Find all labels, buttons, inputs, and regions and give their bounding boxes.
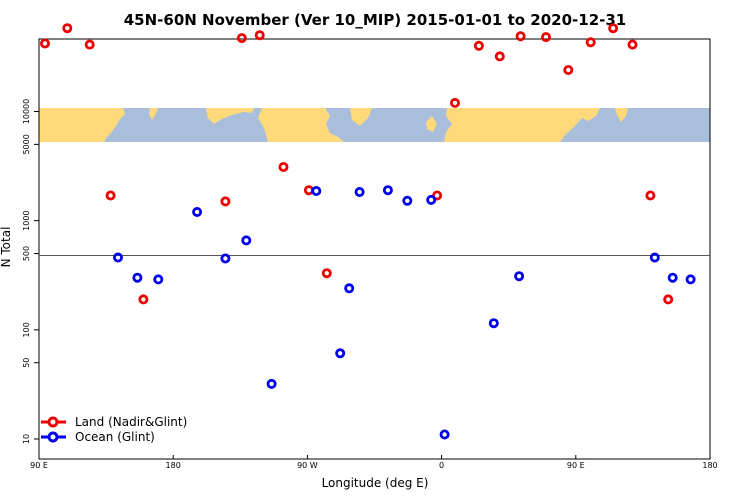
land-data-point	[663, 294, 674, 305]
land-data-point	[645, 190, 656, 201]
map-land-kamchatka	[149, 108, 158, 120]
legend: Land (Nadir&Glint) Ocean (Glint)	[41, 415, 187, 444]
land-data-point	[105, 190, 116, 201]
map-land-kamchatka-repeat	[615, 108, 628, 122]
series-layer	[40, 23, 696, 440]
x-tick-label: 180	[166, 461, 181, 470]
ocean-data-point	[344, 283, 355, 294]
ocean-data-point	[113, 252, 124, 263]
land-data-point	[40, 38, 51, 49]
ocean-data-point	[439, 429, 450, 440]
y-tick-label: 100	[22, 322, 31, 337]
land-data-point	[627, 39, 638, 50]
map-land-europe-asia	[444, 108, 600, 142]
plot-border	[38, 38, 711, 460]
ocean-data-point	[335, 348, 346, 359]
land-data-point	[494, 51, 505, 62]
map-ocean	[39, 108, 710, 142]
land-data-point	[62, 23, 73, 34]
land-data-point	[608, 23, 619, 34]
legend-ocean-marker	[47, 431, 59, 443]
ocean-data-point	[132, 272, 143, 283]
x-tick-label: 90 E	[567, 461, 585, 470]
y-tick-label: 10	[22, 434, 31, 444]
ocean-data-point	[649, 252, 660, 263]
x-axis-label: Longitude (deg E)	[322, 476, 429, 490]
y-tick-label: 50	[22, 358, 31, 368]
y-tick-label: 1000	[22, 210, 31, 230]
land-data-point	[473, 40, 484, 51]
land-data-point	[220, 196, 231, 207]
chart-title: 45N-60N November (Ver 10_MIP) 2015-01-01…	[124, 11, 626, 29]
map-land-north-america	[258, 108, 344, 142]
ocean-data-point	[402, 195, 413, 206]
legend-ocean-label: Ocean (Glint)	[75, 430, 155, 444]
land-data-point	[254, 30, 265, 41]
legend-land-label: Land (Nadir&Glint)	[75, 415, 187, 429]
ocean-data-point	[266, 378, 277, 389]
y-axis-label: N Total	[0, 227, 13, 268]
ocean-data-point	[488, 318, 499, 329]
ocean-data-point	[685, 274, 696, 285]
land-data-point	[278, 161, 289, 172]
map-land-asia-west	[39, 108, 125, 142]
map-land-labrador	[350, 108, 372, 126]
ocean-data-point	[514, 271, 525, 282]
ocean-data-point	[426, 194, 437, 205]
ocean-data-point	[220, 253, 231, 264]
y-tick-label: 5000	[22, 134, 31, 154]
x-tick-label: 90 E	[30, 461, 48, 470]
plot-frame	[38, 38, 711, 460]
land-data-point	[515, 31, 526, 42]
x-tick-label: 180	[702, 461, 717, 470]
legend-item-land: Land (Nadir&Glint)	[41, 415, 187, 429]
land-data-point	[138, 294, 149, 305]
ocean-data-point	[354, 186, 365, 197]
map-strip	[39, 108, 710, 142]
ocean-data-point	[667, 272, 678, 283]
y-axis: 10 50 100 500 1000 5000 10000	[22, 99, 39, 444]
land-data-point	[563, 65, 574, 76]
land-data-point	[84, 39, 95, 50]
land-data-point	[585, 37, 596, 48]
map-land-british-isles	[426, 116, 437, 132]
y-tick-label: 10000	[22, 99, 31, 124]
ocean-data-point	[192, 206, 203, 217]
series-land	[40, 23, 674, 305]
legend-land-marker	[47, 416, 59, 428]
series-ocean	[113, 185, 696, 440]
land-data-point	[541, 32, 552, 43]
land-data-point	[236, 33, 247, 44]
y-tick-label: 500	[22, 246, 31, 261]
x-tick-label: 0	[439, 461, 444, 470]
ocean-data-point	[241, 235, 252, 246]
x-axis: 90 E 180 90 W 0 90 E 180	[30, 455, 718, 470]
map-land-alaska	[206, 108, 254, 124]
ocean-data-point	[311, 185, 322, 196]
land-data-point	[321, 268, 332, 279]
ocean-data-point	[153, 274, 164, 285]
x-tick-label: 90 W	[297, 461, 318, 470]
land-data-point	[449, 97, 460, 108]
legend-item-ocean: Ocean (Glint)	[41, 430, 155, 444]
ocean-data-point	[382, 185, 393, 196]
